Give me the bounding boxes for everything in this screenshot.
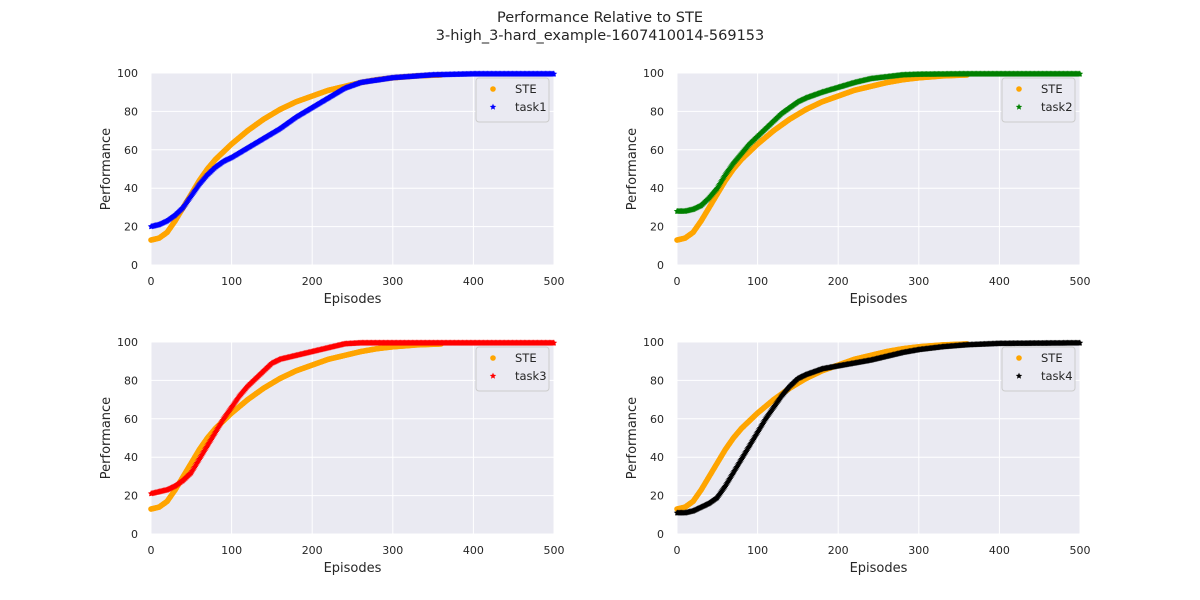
series-task4 — [673, 339, 1084, 516]
y-tick-label: 60 — [650, 144, 664, 157]
x-tick-label: 0 — [148, 544, 155, 557]
y-tick-label: 0 — [657, 528, 664, 541]
y-tick-label: 100 — [117, 67, 138, 80]
x-tick-label: 100 — [747, 275, 768, 288]
y-tick-label: 100 — [117, 336, 138, 349]
y-tick-label: 80 — [650, 374, 664, 387]
y-tick-label: 60 — [650, 413, 664, 426]
x-tick-label: 300 — [382, 544, 403, 557]
legend-label: task4 — [1041, 369, 1073, 383]
legend-marker — [1016, 355, 1022, 361]
x-tick-label: 300 — [908, 544, 929, 557]
legend-label: STE — [515, 82, 537, 96]
x-tick-label: 400 — [463, 275, 484, 288]
subplot-2: 0 100 200 300 400 500 0 20 40 60 80 100 Episodes Perf… — [625, 67, 1091, 307]
series-STE — [148, 341, 444, 512]
legend-marker — [489, 103, 497, 110]
x-axis-label: Episodes — [324, 561, 382, 576]
y-tick-label: 60 — [124, 413, 138, 426]
series-task1 — [147, 70, 558, 230]
y-axis-label: Performance — [625, 397, 640, 479]
x-tick-label: 500 — [1070, 275, 1091, 288]
x-tick-label: 0 — [148, 275, 155, 288]
legend-marker — [1016, 86, 1022, 92]
y-tick-label: 20 — [650, 221, 664, 234]
legend-label: task3 — [515, 369, 547, 383]
data-point — [550, 339, 558, 346]
series-STE — [674, 72, 970, 243]
y-tick-label: 80 — [650, 105, 664, 118]
y-tick-label: 40 — [124, 182, 138, 195]
y-tick-label: 0 — [657, 259, 664, 272]
x-tick-label: 500 — [544, 275, 565, 288]
y-tick-label: 100 — [643, 336, 664, 349]
x-tick-label: 400 — [989, 544, 1010, 557]
y-tick-label: 80 — [124, 105, 138, 118]
x-tick-label: 100 — [221, 275, 242, 288]
x-tick-label: 0 — [674, 544, 681, 557]
legend-label: STE — [1041, 82, 1063, 96]
subplot-3: 0 100 200 300 400 500 0 20 40 60 80 100 Episodes Perf… — [99, 336, 565, 576]
x-tick-label: 200 — [302, 544, 323, 557]
y-axis-label: Performance — [99, 128, 114, 210]
y-axis-label: Performance — [99, 397, 114, 479]
y-tick-label: 40 — [124, 451, 138, 464]
y-tick-label: 20 — [650, 490, 664, 503]
figure-title-line-1: Performance Relative to STE — [497, 10, 703, 26]
data-point — [550, 70, 558, 77]
y-tick-label: 20 — [124, 490, 138, 503]
x-axis-label: Episodes — [850, 292, 908, 307]
legend-label: task2 — [1041, 100, 1073, 114]
x-tick-label: 200 — [828, 275, 849, 288]
legend-marker — [490, 355, 496, 361]
y-tick-label: 0 — [131, 259, 138, 272]
y-axis-label: Performance — [625, 128, 640, 210]
data-point — [1076, 339, 1084, 346]
y-tick-label: 40 — [650, 182, 664, 195]
y-tick-label: 20 — [124, 221, 138, 234]
x-tick-label: 300 — [908, 275, 929, 288]
y-tick-label: 60 — [124, 144, 138, 157]
x-axis-label: Episodes — [324, 292, 382, 307]
legend-marker — [489, 372, 497, 379]
series-task3 — [147, 339, 558, 497]
x-tick-label: 0 — [674, 275, 681, 288]
x-tick-label: 500 — [544, 544, 565, 557]
x-tick-label: 300 — [382, 275, 403, 288]
legend-label: task1 — [515, 100, 547, 114]
legend-marker — [1015, 372, 1023, 379]
y-tick-label: 80 — [124, 374, 138, 387]
y-tick-label: 0 — [131, 528, 138, 541]
legend-label: STE — [515, 351, 537, 365]
legend: STE task2 — [1001, 77, 1076, 123]
figure-title-line-2: 3-high_3-hard_example-1607410014-569153 — [435, 28, 765, 44]
y-tick-label: 40 — [650, 451, 664, 464]
x-tick-label: 400 — [989, 275, 1010, 288]
y-tick-label: 100 — [643, 67, 664, 80]
x-tick-label: 100 — [747, 544, 768, 557]
legend-label: STE — [1041, 351, 1063, 365]
figure-title: Performance Relative to STE 3-high_3-har… — [0, 9, 1200, 45]
legend: STE task3 — [475, 346, 550, 392]
x-tick-label: 100 — [221, 544, 242, 557]
legend: STE task1 — [475, 77, 550, 123]
data-point — [1076, 70, 1084, 77]
x-tick-label: 500 — [1070, 544, 1091, 557]
subplot-1: 0 100 200 300 400 500 0 20 40 60 80 100 Episodes Perf… — [99, 67, 565, 307]
legend-marker — [490, 86, 496, 92]
x-tick-label: 200 — [828, 544, 849, 557]
legend: STE task4 — [1001, 346, 1076, 392]
x-tick-label: 400 — [463, 544, 484, 557]
subplot-4: 0 100 200 300 400 500 0 20 40 60 80 100 Episodes Perf… — [625, 336, 1091, 576]
legend-marker — [1015, 103, 1023, 110]
x-axis-label: Episodes — [850, 561, 908, 576]
series-task2 — [673, 70, 1084, 214]
x-tick-label: 200 — [302, 275, 323, 288]
